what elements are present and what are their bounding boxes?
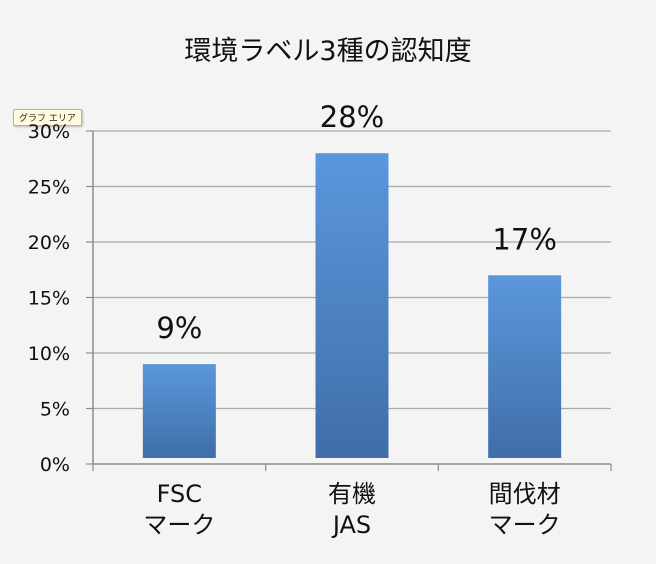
x-category-label: マーク xyxy=(489,511,561,539)
y-tick-label: 0% xyxy=(40,454,70,476)
x-category-label: FSC xyxy=(157,480,202,508)
y-tick-label: 25% xyxy=(28,177,70,199)
x-category-label: マーク xyxy=(143,511,215,539)
chart-area-tooltip: グラフ エリア xyxy=(13,109,82,126)
axes xyxy=(86,130,612,471)
data-labels: 9% 28% 17% xyxy=(156,100,557,345)
data-label: 9% xyxy=(156,311,202,345)
data-label: 17% xyxy=(492,222,556,256)
y-tick-label: 15% xyxy=(28,288,70,310)
x-category-label: 間伐材 xyxy=(489,480,561,508)
data-label: 28% xyxy=(320,100,384,134)
y-tick-label: 20% xyxy=(28,232,70,254)
x-category-label: JAS xyxy=(331,511,371,539)
bar xyxy=(142,364,216,458)
y-axis-ticks: 0% 5% 10% 15% 20% 25% 30% xyxy=(28,121,70,476)
bar xyxy=(315,153,389,458)
y-tick-label: 5% xyxy=(40,399,70,421)
y-tick-label: 30% xyxy=(28,121,70,143)
bars xyxy=(142,153,562,458)
bar xyxy=(488,275,562,458)
y-tick-label: 10% xyxy=(28,343,70,365)
x-category-label: 有機 xyxy=(328,480,376,508)
chart-title: 環境ラベル3種の認知度 xyxy=(184,36,471,67)
